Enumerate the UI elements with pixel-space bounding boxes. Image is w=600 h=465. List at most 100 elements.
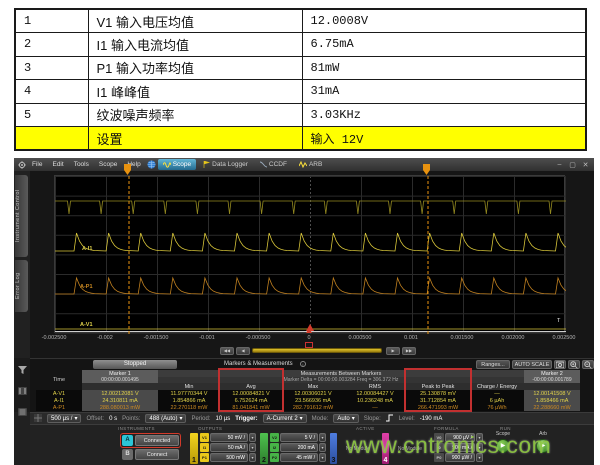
tab-arb[interactable]: ARB: [294, 159, 327, 170]
charge-value: —: [470, 390, 525, 397]
globe-icon[interactable]: [147, 158, 156, 174]
measurement-row-v1: A-V1 12.00212081 V 11.97770344 V 12.0008…: [36, 390, 581, 397]
formula-i0-caret[interactable]: ▾: [476, 443, 483, 452]
p2-caret[interactable]: ▾: [319, 453, 326, 462]
analyzer-app-window: File Edit Tools Scope Help Scope Data Lo…: [14, 158, 594, 465]
grid-icon[interactable]: [34, 413, 42, 424]
row-value: 6.75mA: [301, 32, 587, 57]
x-tick: 0.002000: [501, 335, 525, 341]
formula-p0-caret[interactable]: ▾: [476, 453, 483, 462]
marker1-flag[interactable]: [124, 164, 131, 175]
scroll-far-right-button[interactable]: ▶▶: [402, 347, 416, 355]
i2-caret[interactable]: ▾: [319, 443, 326, 452]
zoom-in-icon[interactable]: [568, 360, 580, 369]
col-marker1[interactable]: Marker 1 00:00:00.001495: [82, 370, 158, 383]
tab-ccdf[interactable]: CCDF: [255, 159, 292, 170]
trigger-marker[interactable]: [306, 328, 312, 333]
instrument-b-connect-button[interactable]: Connect: [135, 449, 179, 460]
row-num: 5: [14, 102, 89, 127]
formula-p0-button[interactable]: 900 µW /: [445, 453, 475, 462]
points-dropdown[interactable]: 488 (Auto) ▾: [145, 414, 187, 423]
instrument-a-connected-button[interactable]: Connected: [135, 435, 179, 446]
stopped-status-button[interactable]: Stopped: [93, 360, 177, 369]
mode-label: Mode:: [311, 415, 329, 422]
autoscale-button[interactable]: AUTO SCALE: [512, 360, 552, 369]
formula-i0-button[interactable]: 900 mA /: [445, 443, 475, 452]
scroll-right-button[interactable]: ▶: [386, 347, 400, 355]
run-scope-play-button[interactable]: ▶: [496, 439, 510, 453]
slope-label: Slope:: [363, 415, 381, 422]
slope-rising-icon[interactable]: [385, 414, 394, 424]
row-label: P1 输入功率均值: [87, 55, 303, 80]
info-icon[interactable]: i: [300, 361, 306, 367]
row-label: 纹波噪声频率: [87, 102, 303, 127]
i1-range-button[interactable]: 50 mA /: [210, 443, 248, 452]
p1-tag: P1: [200, 453, 209, 462]
period-value: 10 µs: [215, 415, 231, 422]
sine-icon: [162, 161, 171, 168]
tab-scope[interactable]: Scope: [157, 159, 197, 170]
scroll-far-left-button[interactable]: ◀◀: [220, 347, 234, 355]
marker2-value: 22.288660 mW: [524, 404, 581, 411]
mode-dropdown[interactable]: Auto ▾: [333, 414, 359, 423]
menu-file[interactable]: File: [32, 161, 43, 168]
menu-edit[interactable]: Edit: [52, 161, 64, 168]
gear-icon[interactable]: [18, 158, 26, 174]
v2-range-button[interactable]: 5 V /: [280, 433, 318, 442]
formula-i0-tag: I0: [434, 443, 444, 452]
tab-instrument-control[interactable]: Instrument Control: [15, 175, 28, 257]
output4-strip: 4: [382, 433, 389, 464]
filter-icon[interactable]: [17, 361, 27, 379]
menu-scope[interactable]: Scope: [98, 161, 118, 168]
instrument-b-badge: B: [122, 449, 133, 460]
i1-caret[interactable]: ▾: [249, 443, 256, 452]
instrument-a-row: A Connected: [120, 433, 181, 448]
ranges-button[interactable]: Ranges...: [476, 360, 510, 369]
screenshot-icon[interactable]: [554, 360, 566, 369]
v2-caret[interactable]: ▾: [319, 433, 326, 442]
marker2-value: 12.00141508 V: [524, 390, 581, 397]
trigger-time-label: T: [557, 318, 561, 324]
x-tick: -0.001500: [143, 335, 169, 341]
p1-range-button[interactable]: 500 mW: [210, 453, 248, 462]
i2-range-button[interactable]: 200 mA: [280, 443, 318, 452]
minimize-button[interactable]: –: [557, 160, 562, 168]
v1-caret[interactable]: ▾: [249, 433, 256, 442]
run-arb-play-button[interactable]: ▶: [536, 439, 550, 453]
level-value: -190 mA: [419, 415, 443, 422]
zoom-out-icon[interactable]: [582, 360, 594, 369]
close-button[interactable]: ✕: [582, 161, 589, 169]
menu-tools[interactable]: Tools: [73, 161, 89, 168]
v1-range-button[interactable]: 50 mV /: [210, 433, 248, 442]
trigger-source-dropdown[interactable]: A-Current 2 ▾: [262, 414, 307, 423]
p1-caret[interactable]: ▾: [249, 453, 256, 462]
maximize-button[interactable]: ▢: [569, 161, 576, 169]
markers-icon[interactable]: [17, 382, 27, 400]
marker2-flag[interactable]: [423, 164, 430, 175]
marker1-value: 288.080013 mW: [82, 404, 158, 411]
menu-help[interactable]: Help: [127, 161, 141, 168]
avg-value: 6.752624 mA: [220, 397, 282, 404]
col-charge-energy: Charge / Energy: [470, 383, 525, 390]
tab-error-log[interactable]: Error Log: [15, 260, 28, 312]
measurements-table: Time Marker 1 00:00:00.001495 Measuremen…: [36, 370, 581, 411]
tab-data-logger[interactable]: Data Logger: [198, 159, 253, 170]
timebase-dropdown[interactable]: 500 µs / ▾: [47, 414, 82, 423]
table-row: 3 P1 输入功率均值 81mW: [14, 55, 587, 80]
output4-no-module: No Module: [397, 445, 423, 452]
x-tick: 0.000500: [348, 335, 372, 341]
marker1-value: 12.00212081 V: [82, 390, 158, 397]
x-tick: -0.002500: [41, 335, 67, 341]
horizontal-scrollbar[interactable]: [252, 348, 382, 353]
scope-plot[interactable]: [54, 175, 577, 334]
formula-v0-caret[interactable]: ▾: [476, 433, 483, 442]
list-icon[interactable]: [17, 403, 27, 421]
col-group-header: Measurements Between Markers: [158, 370, 525, 377]
col-marker2[interactable]: Marker 2 -00:00:00.001789: [524, 370, 581, 383]
measurement-row-i1: A-I1 24.310811 mA 1.854866 mA 6.752624 m…: [36, 397, 581, 404]
p2-range-button[interactable]: 45 mW /: [280, 453, 318, 462]
formula-v0-button[interactable]: 900 µV /: [445, 433, 475, 442]
i1-tag: I1: [200, 443, 209, 452]
scroll-left-button[interactable]: ◀: [236, 347, 250, 355]
run-scope: Scope ▶: [488, 431, 518, 453]
